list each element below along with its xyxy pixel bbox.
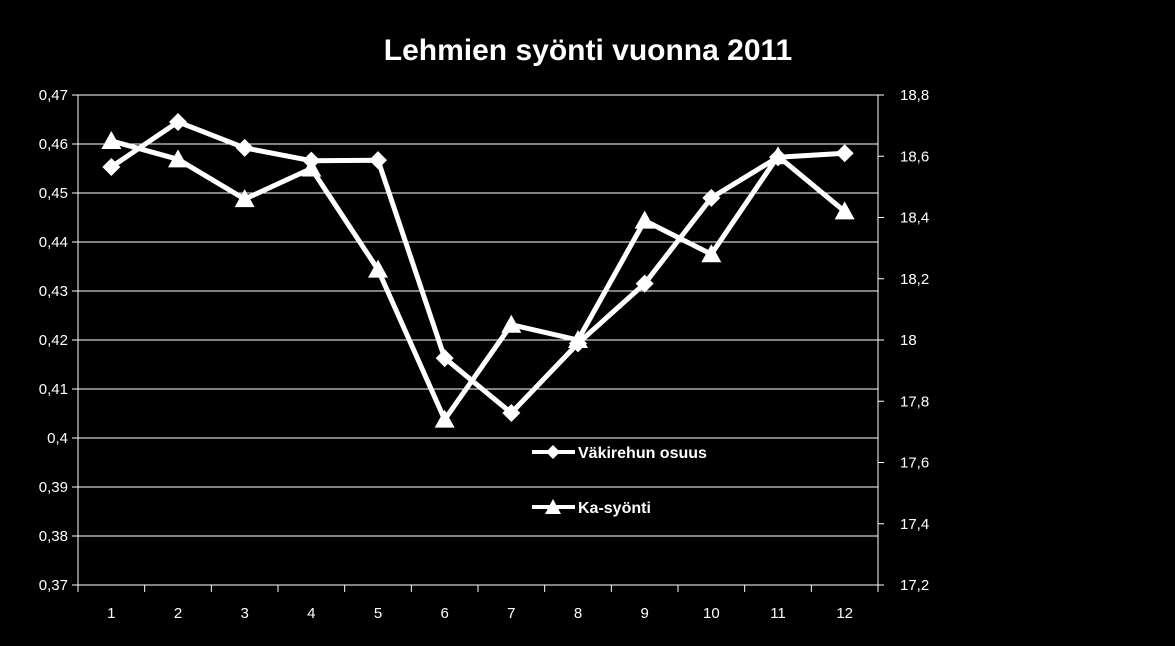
x-axis-tick-label: 6 bbox=[440, 605, 448, 622]
legend-diamond-marker bbox=[546, 445, 560, 459]
right-axis-tick-label: 18,6 bbox=[900, 148, 929, 165]
triangle-marker bbox=[501, 314, 522, 333]
right-axis-tick-label: 17,6 bbox=[900, 455, 929, 472]
left-axis-tick-label: 0,4 bbox=[47, 430, 68, 447]
legend-item-ka-syonti: Ka-syönti bbox=[532, 499, 651, 517]
x-axis-tick-labels: 1 2 3 4 5 6 7 8 9 10 11 12 bbox=[107, 605, 853, 622]
right-axis-tick-label: 18,8 bbox=[900, 87, 929, 104]
triangle-marker bbox=[434, 409, 455, 428]
x-axis-tick-label: 2 bbox=[174, 605, 182, 622]
left-axis-tick-label: 0,45 bbox=[39, 185, 68, 202]
diamond-marker bbox=[369, 151, 387, 170]
triangle-marker bbox=[568, 330, 588, 348]
series-line bbox=[110, 138, 847, 423]
diamond-marker bbox=[102, 158, 121, 177]
legend-triangle-marker bbox=[545, 499, 561, 514]
diamond-marker bbox=[635, 274, 654, 293]
x-axis-tick-label: 1 bbox=[107, 605, 115, 622]
series-layer bbox=[101, 112, 855, 428]
x-axis-tick-label: 10 bbox=[703, 605, 720, 622]
diamond-marker bbox=[702, 188, 721, 207]
triangle-marker bbox=[168, 149, 188, 168]
right-axis-tick-label: 17,8 bbox=[900, 393, 929, 410]
triangle-marker bbox=[634, 210, 655, 229]
x-axis-tick-label: 5 bbox=[374, 605, 382, 622]
left-axis-tick-label: 0,39 bbox=[39, 479, 68, 496]
right-axis-tick-label: 17,2 bbox=[900, 577, 929, 594]
legend-label-vakirehun-osuus: Väkirehun osuus bbox=[578, 445, 707, 462]
diamond-marker bbox=[235, 138, 254, 157]
diamond-marker bbox=[502, 404, 521, 423]
triangle-marker bbox=[368, 259, 388, 278]
triangle-marker bbox=[301, 158, 322, 177]
x-axis-tick-label: 9 bbox=[640, 605, 648, 622]
left-axis-tick-label: 0,43 bbox=[39, 283, 68, 300]
left-axis-tick-label: 0,37 bbox=[39, 577, 68, 594]
left-axis-tick-label: 0,38 bbox=[39, 528, 68, 545]
right-axis-tick-label: 18,4 bbox=[900, 210, 929, 227]
triangle-marker bbox=[701, 244, 722, 263]
left-axis-tick-label: 0,47 bbox=[39, 87, 68, 104]
right-axis-tick-label: 17,4 bbox=[900, 516, 929, 533]
right-axis-tick-label: 18 bbox=[900, 332, 917, 349]
left-axis-tick-label: 0,42 bbox=[39, 332, 68, 349]
axes bbox=[72, 94, 884, 592]
series-line bbox=[109, 119, 845, 416]
legend-item-vakirehun-osuus: Väkirehun osuus bbox=[532, 445, 707, 462]
legend: Väkirehun osuus Ka-syönti bbox=[532, 445, 707, 517]
left-axis-tick-label: 0,44 bbox=[39, 234, 68, 251]
triangle-marker bbox=[101, 130, 122, 149]
x-axis-tick-label: 3 bbox=[240, 605, 248, 622]
left-axis-tick-label: 0,46 bbox=[39, 136, 68, 153]
x-axis-tick-label: 11 bbox=[770, 605, 786, 622]
triangle-marker bbox=[768, 146, 788, 165]
diamond-marker bbox=[169, 112, 187, 131]
left-axis-tick-label: 0,41 bbox=[39, 381, 68, 398]
x-axis-tick-label: 12 bbox=[836, 605, 853, 622]
x-axis-tick-label: 4 bbox=[307, 605, 315, 622]
right-axis-tick-labels: 18,8 18,6 18,4 18,2 18 17,8 17,6 17,4 17,2 bbox=[900, 87, 929, 594]
x-axis-tick-label: 8 bbox=[574, 605, 582, 622]
x-axis-tick-label: 7 bbox=[507, 605, 515, 622]
series-ka-syonti bbox=[101, 130, 855, 428]
left-axis-tick-labels: 0,47 0,46 0,45 0,44 0,43 0,42 0,41 0,4 0,39 0,38 0… bbox=[39, 87, 68, 594]
triangle-marker bbox=[234, 189, 255, 208]
triangle-marker bbox=[834, 201, 855, 220]
diamond-marker bbox=[835, 144, 854, 163]
right-axis-tick-label: 18,2 bbox=[900, 271, 929, 288]
diamond-marker bbox=[435, 349, 454, 368]
chart-title: Lehmien syönti vuonna 2011 bbox=[384, 34, 792, 67]
legend-label-ka-syonti: Ka-syönti bbox=[578, 500, 651, 517]
